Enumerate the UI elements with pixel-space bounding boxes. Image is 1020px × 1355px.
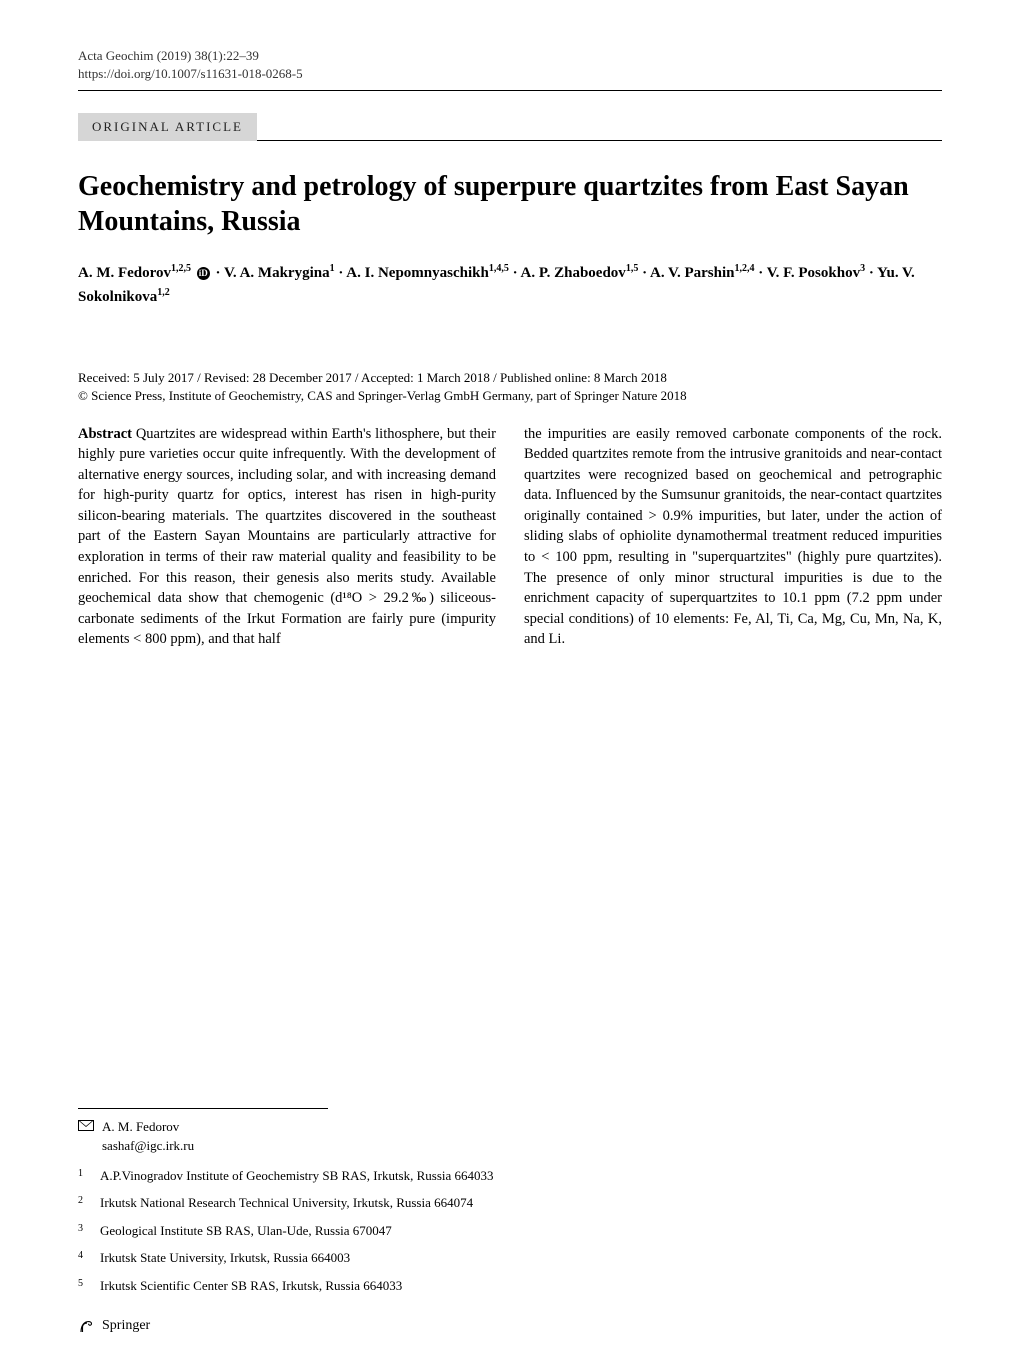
footnote-rule	[78, 1108, 328, 1109]
doi-line: https://doi.org/10.1007/s11631-018-0268-…	[78, 66, 942, 82]
affiliation-number: 3	[78, 1221, 86, 1241]
affiliation-number: 2	[78, 1193, 86, 1213]
running-header: Acta Geochim (2019) 38(1):22–39	[78, 48, 942, 64]
doi: https://doi.org/10.1007/s11631-018-0268-…	[78, 66, 303, 82]
affiliation-item: 2 Irkutsk National Research Technical Uni…	[78, 1193, 508, 1213]
abstract-label: Abstract	[78, 426, 132, 442]
affiliation-text: Irkutsk Scientific Center SB RAS, Irkuts…	[100, 1276, 402, 1296]
affiliation-number: 4	[78, 1248, 86, 1268]
affiliation-item: 1 A.P.Vinogradov Institute of Geochemistr…	[78, 1166, 508, 1186]
envelope-icon	[78, 1120, 94, 1131]
article-dates: Received: 5 July 2017 / Revised: 28 Dece…	[78, 370, 942, 386]
affiliations-list: 1 A.P.Vinogradov Institute of Geochemistr…	[78, 1166, 508, 1296]
abstract-col-right: the impurities are easily removed carbon…	[524, 424, 942, 650]
journal-reference: Acta Geochim (2019) 38(1):22–39	[78, 48, 259, 64]
article-type-badge: ORIGINAL ARTICLE	[78, 113, 257, 141]
abstract-col-left: Abstract Quartzites are widespread withi…	[78, 424, 496, 650]
author-list: A. M. Fedorov1,2,5 iD · V. A. Makrygina1…	[78, 261, 942, 310]
affiliation-text: Irkutsk National Research Technical Univ…	[100, 1193, 473, 1213]
publisher-name: Springer	[102, 1318, 150, 1334]
affiliation-text: A.P.Vinogradov Institute of Geochemistry…	[100, 1166, 494, 1186]
affiliation-text: Irkutsk State University, Irkutsk, Russi…	[100, 1248, 350, 1268]
springer-horse-icon	[78, 1317, 96, 1335]
article-type-rule	[257, 113, 942, 141]
article-title: Geochemistry and petrology of superpure …	[78, 169, 942, 239]
affiliation-number: 5	[78, 1276, 86, 1296]
copyright-line: © Science Press, Institute of Geochemist…	[78, 388, 942, 404]
publisher-footer: Springer	[78, 1317, 150, 1335]
abstract-text-right: the impurities are easily removed carbon…	[524, 426, 942, 648]
affiliation-text: Geological Institute SB RAS, Ulan-Ude, R…	[100, 1221, 392, 1241]
footnotes-block: A. M. Fedorov sashaf@igc.irk.ru 1 A.P.Vin…	[78, 1108, 508, 1304]
header-rule	[78, 90, 942, 91]
affiliation-item: 3 Geological Institute SB RAS, Ulan-Ude, …	[78, 1221, 508, 1241]
corresponding-name: A. M. Fedorov	[102, 1117, 194, 1137]
abstract-text-left: Quartzites are widespread within Earth's…	[78, 426, 496, 648]
affiliation-number: 1	[78, 1166, 86, 1186]
abstract-columns: Abstract Quartzites are widespread withi…	[78, 424, 942, 650]
corresponding-email: sashaf@igc.irk.ru	[102, 1136, 194, 1156]
affiliation-item: 4 Irkutsk State University, Irkutsk, Russ…	[78, 1248, 508, 1268]
article-type-row: ORIGINAL ARTICLE	[78, 113, 942, 141]
corresponding-author: A. M. Fedorov sashaf@igc.irk.ru	[78, 1117, 508, 1156]
affiliation-item: 5 Irkutsk Scientific Center SB RAS, Irkut…	[78, 1276, 508, 1296]
